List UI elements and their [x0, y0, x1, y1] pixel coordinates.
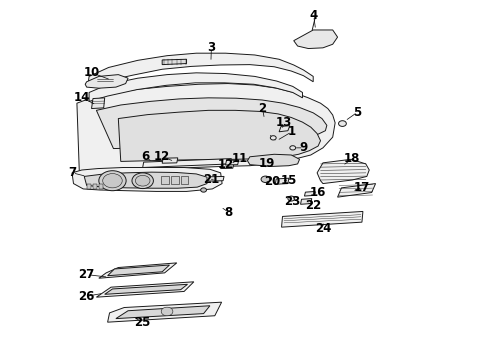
Text: 13: 13 [276, 116, 292, 129]
Polygon shape [225, 160, 239, 165]
Text: 4: 4 [309, 9, 318, 22]
Polygon shape [304, 192, 315, 196]
Text: 9: 9 [299, 141, 308, 154]
Polygon shape [97, 98, 327, 149]
Circle shape [261, 176, 270, 183]
Circle shape [132, 173, 153, 189]
Polygon shape [89, 73, 302, 102]
Polygon shape [92, 98, 105, 109]
Circle shape [103, 174, 122, 188]
Text: 7: 7 [68, 166, 76, 179]
Polygon shape [247, 154, 299, 166]
Text: 20: 20 [264, 175, 280, 188]
Text: 10: 10 [83, 66, 99, 79]
Polygon shape [208, 176, 224, 181]
Text: 26: 26 [78, 289, 95, 303]
Polygon shape [162, 59, 187, 64]
Bar [99, 184, 103, 189]
Text: 6: 6 [141, 150, 149, 163]
Polygon shape [338, 184, 375, 197]
Bar [87, 184, 91, 189]
Polygon shape [97, 282, 194, 297]
Text: 8: 8 [224, 206, 232, 219]
Circle shape [135, 175, 150, 186]
Polygon shape [162, 158, 178, 163]
Text: 15: 15 [281, 174, 297, 186]
Text: 27: 27 [78, 268, 95, 281]
Text: 18: 18 [344, 152, 360, 165]
Circle shape [99, 171, 126, 191]
Polygon shape [108, 302, 221, 322]
Polygon shape [105, 284, 188, 294]
Polygon shape [282, 211, 363, 227]
Text: 23: 23 [284, 195, 300, 208]
Polygon shape [84, 172, 207, 188]
Text: 1: 1 [287, 125, 295, 138]
Polygon shape [275, 178, 289, 184]
Polygon shape [72, 167, 222, 192]
Circle shape [270, 136, 276, 140]
Polygon shape [108, 265, 170, 276]
Polygon shape [77, 84, 335, 173]
Text: 25: 25 [134, 316, 151, 329]
Polygon shape [99, 263, 177, 278]
Polygon shape [143, 158, 231, 167]
Polygon shape [116, 306, 210, 319]
Text: 3: 3 [207, 41, 215, 54]
Bar [93, 184, 97, 189]
Circle shape [161, 307, 173, 316]
Text: 22: 22 [305, 198, 321, 212]
Text: 14: 14 [74, 91, 90, 104]
Text: 12: 12 [218, 158, 234, 171]
Polygon shape [294, 30, 338, 49]
Circle shape [201, 188, 206, 192]
Text: 19: 19 [259, 157, 275, 170]
Bar [181, 176, 189, 184]
Circle shape [290, 146, 295, 150]
Bar [161, 176, 169, 184]
Text: 11: 11 [232, 152, 248, 165]
Circle shape [339, 121, 346, 126]
Polygon shape [279, 126, 290, 132]
Text: 21: 21 [203, 173, 219, 186]
Polygon shape [118, 111, 320, 161]
Text: 2: 2 [258, 102, 266, 115]
Bar [171, 176, 179, 184]
Circle shape [288, 196, 294, 201]
Polygon shape [317, 159, 369, 184]
Text: 17: 17 [354, 181, 370, 194]
Text: 5: 5 [353, 105, 361, 119]
Text: 12: 12 [154, 150, 171, 163]
Polygon shape [88, 53, 313, 84]
Text: 24: 24 [315, 222, 331, 235]
Text: 16: 16 [310, 186, 326, 199]
Polygon shape [85, 75, 128, 88]
Polygon shape [220, 164, 234, 168]
Polygon shape [300, 199, 312, 204]
